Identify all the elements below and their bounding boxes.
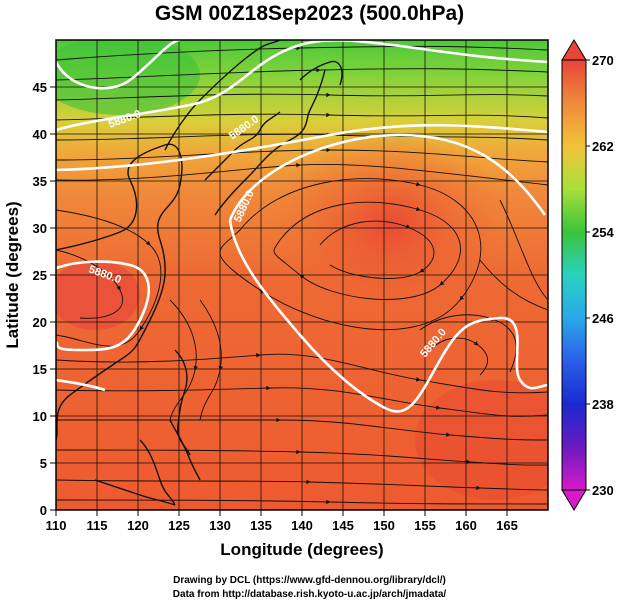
y-axis-title: Latitude (degrees)	[3, 201, 22, 348]
height-contours	[56, 40, 548, 413]
y-tick-label: 30	[33, 221, 47, 236]
colorbar-tick-label: 230	[592, 483, 614, 498]
credit-drawing: Drawing by DCL (https://www.gfd-dennou.o…	[173, 575, 446, 586]
y-tick-label: 45	[33, 80, 47, 95]
y-tick-label: 40	[33, 127, 47, 142]
colorbar-bottom-triangle	[561, 489, 587, 511]
colorbar-tick-label: 246	[592, 311, 614, 326]
plot-area: 5880.0 5880.0 5880.0 5880.0 5880.0	[56, 40, 548, 510]
x-axis	[55, 510, 508, 516]
x-tick-label: 120	[127, 518, 149, 533]
x-tick-label: 160	[455, 518, 477, 533]
coastlines	[56, 40, 343, 506]
colorbar-tick-label: 270	[592, 53, 614, 68]
credit-data-source: Data from http://database.rish.kyoto-u.a…	[172, 589, 447, 600]
lat-lon-grid	[56, 40, 548, 510]
x-tick-label: 145	[332, 518, 354, 533]
colorbar-tick-label: 238	[592, 397, 614, 412]
colorbar-scale	[561, 59, 587, 491]
colorbar-tick-label: 262	[592, 139, 614, 154]
warm-core-east	[415, 380, 548, 500]
y-tick-label: 5	[40, 456, 47, 471]
x-tick-label: 115	[87, 518, 108, 533]
y-tick-label: 15	[33, 362, 47, 377]
warm-core-west	[56, 260, 140, 330]
x-tick-label: 155	[414, 518, 436, 533]
page-title: GSM 00Z18Sep2023 (500.0hPa)	[154, 2, 465, 25]
colorbar-top-triangle	[561, 39, 587, 61]
x-axis-title: Longitude (degrees)	[220, 540, 383, 559]
colorbar: 270 262 254 246 238 230	[561, 39, 614, 511]
x-tick-label: 135	[250, 518, 272, 533]
x-tick-label: 110	[46, 518, 67, 533]
x-tick-label: 130	[209, 518, 231, 533]
x-tick-label: 125	[168, 518, 190, 533]
y-axis	[50, 86, 56, 511]
y-tick-label: 35	[33, 174, 47, 189]
y-tick-label: 20	[33, 315, 47, 330]
x-tick-label: 140	[291, 518, 313, 533]
y-tick-label: 10	[33, 409, 47, 424]
y-tick-label: 0	[40, 503, 47, 518]
colorbar-tick-label: 254	[592, 225, 614, 240]
x-tick-label: 165	[496, 518, 518, 533]
x-tick-label: 150	[373, 518, 395, 533]
y-tick-label: 25	[33, 268, 47, 283]
